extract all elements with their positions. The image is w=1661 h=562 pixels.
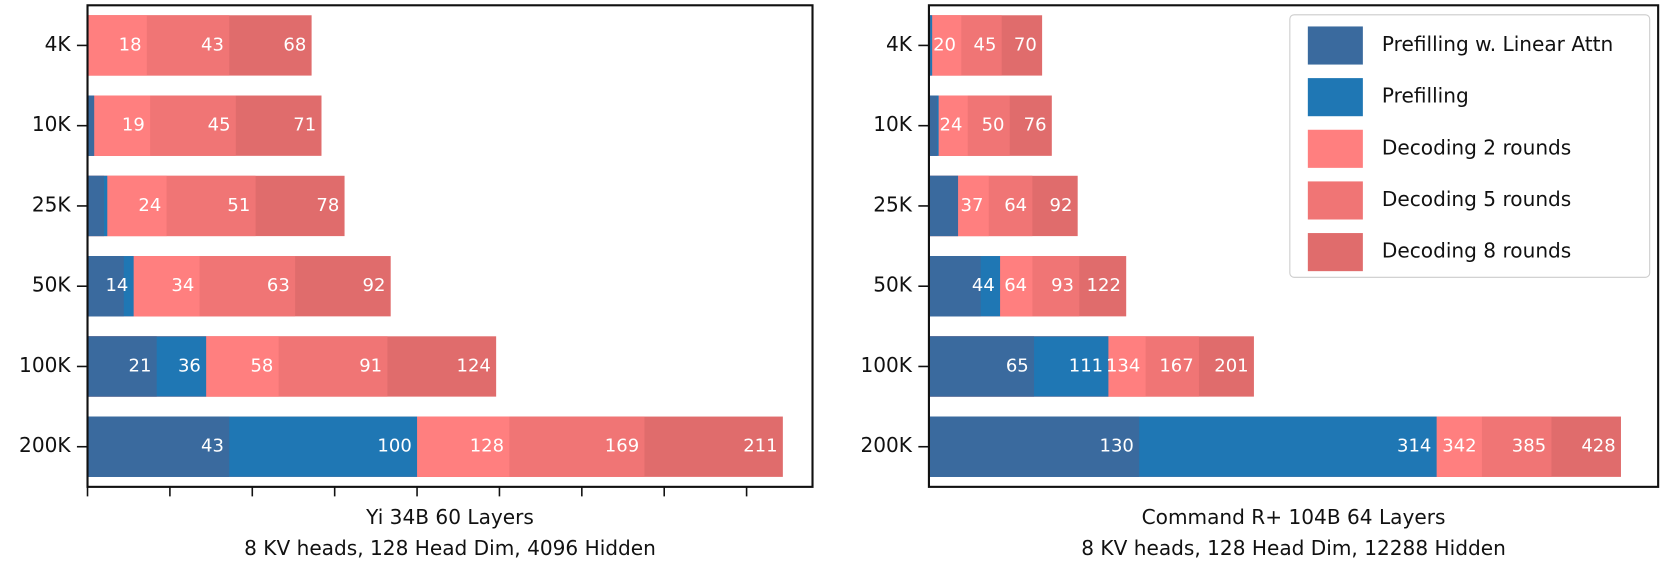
bar (87, 416, 230, 477)
bar (928, 15, 962, 76)
data-label: 71 (293, 115, 316, 136)
data-label: 44 (972, 275, 995, 296)
bar (928, 175, 959, 237)
legend-swatch (1307, 181, 1363, 220)
data-label: 20 (933, 34, 956, 55)
data-label: 63 (267, 275, 290, 296)
data-label: 428 (1581, 436, 1615, 457)
y-tick-label: 50K (32, 273, 72, 297)
legend-swatch (1307, 233, 1363, 272)
data-label: 78 (316, 195, 339, 216)
data-label: 93 (1051, 275, 1074, 296)
data-label: 24 (138, 195, 161, 216)
x-axis-label: Yi 34B 60 Layers (365, 505, 534, 529)
y-tick-label: 200K (860, 433, 912, 457)
data-label: 43 (201, 34, 224, 55)
data-label: 100 (377, 436, 411, 457)
axes-frame (86, 4, 814, 488)
data-label: 70 (1014, 34, 1037, 55)
data-label: 92 (1050, 195, 1073, 216)
y-tick-label: 200K (19, 433, 71, 457)
x-axis-label: 8 KV heads, 128 Head Dim, 12288 Hidden (1081, 536, 1506, 560)
data-label: 64 (1004, 275, 1027, 296)
y-tick-label: 25K (873, 192, 913, 216)
data-label: 211 (743, 436, 777, 457)
data-label: 201 (1214, 355, 1248, 376)
bar (87, 95, 151, 156)
legend-label: Prefilling (1382, 84, 1469, 108)
data-label: 92 (363, 275, 386, 296)
legend-label: Decoding 2 rounds (1382, 135, 1571, 159)
data-label: 385 (1512, 436, 1546, 457)
bar (928, 336, 1035, 397)
data-label: 19 (122, 115, 145, 136)
data-label: 34 (171, 275, 194, 296)
data-label: 91 (359, 355, 382, 376)
legend-swatch (1307, 78, 1363, 117)
axes-frame (927, 4, 1660, 488)
bar (928, 256, 981, 317)
data-label: 24 (940, 115, 963, 136)
y-tick-label: 25K (32, 192, 72, 216)
data-label: 18 (119, 34, 142, 55)
legend-swatch (1307, 129, 1363, 168)
data-label: 50 (982, 115, 1005, 136)
y-tick-label: 10K (32, 112, 72, 136)
data-label: 68 (283, 34, 306, 55)
data-label: 37 (961, 195, 984, 216)
data-label: 36 (178, 355, 201, 376)
data-label: 167 (1159, 355, 1193, 376)
legend-swatch (1307, 26, 1363, 65)
data-label: 111 (1069, 355, 1103, 376)
bar (87, 336, 157, 397)
data-label: 64 (1004, 195, 1027, 216)
legend-label: Prefilling w. Linear Attn (1382, 32, 1613, 56)
bar (87, 175, 104, 237)
bar (87, 15, 147, 76)
bar (87, 256, 124, 317)
data-label: 130 (1100, 436, 1134, 457)
bar (928, 416, 1140, 477)
data-label: 122 (1087, 275, 1121, 296)
data-label: 314 (1397, 436, 1431, 457)
data-label: 45 (974, 34, 997, 55)
data-label: 65 (1006, 355, 1029, 376)
data-label: 134 (1106, 355, 1140, 376)
data-label: 128 (470, 436, 504, 457)
y-tick-label: 100K (860, 353, 912, 377)
y-tick-label: 50K (873, 273, 913, 297)
y-tick-label: 100K (19, 353, 71, 377)
legend-label: Decoding 5 rounds (1382, 187, 1571, 211)
y-tick-label: 10K (873, 112, 913, 136)
data-label: 169 (605, 436, 639, 457)
x-axis-label: 8 KV heads, 128 Head Dim, 4096 Hidden (244, 536, 656, 560)
data-label: 43 (201, 436, 224, 457)
data-label: 51 (227, 195, 250, 216)
legend-box (1289, 14, 1651, 278)
bar (928, 95, 938, 156)
y-tick-label: 4K (45, 32, 72, 56)
data-label: 45 (208, 115, 231, 136)
data-label: 76 (1024, 115, 1047, 136)
data-label: 14 (105, 275, 128, 296)
data-label: 342 (1442, 436, 1476, 457)
legend-label: Decoding 8 rounds (1382, 239, 1571, 263)
x-axis-label: Command R+ 104B 64 Layers (1142, 505, 1446, 529)
data-label: 58 (250, 355, 273, 376)
data-label: 21 (129, 355, 152, 376)
data-label: 124 (457, 355, 491, 376)
y-tick-label: 4K (886, 32, 913, 56)
bar (87, 95, 95, 156)
